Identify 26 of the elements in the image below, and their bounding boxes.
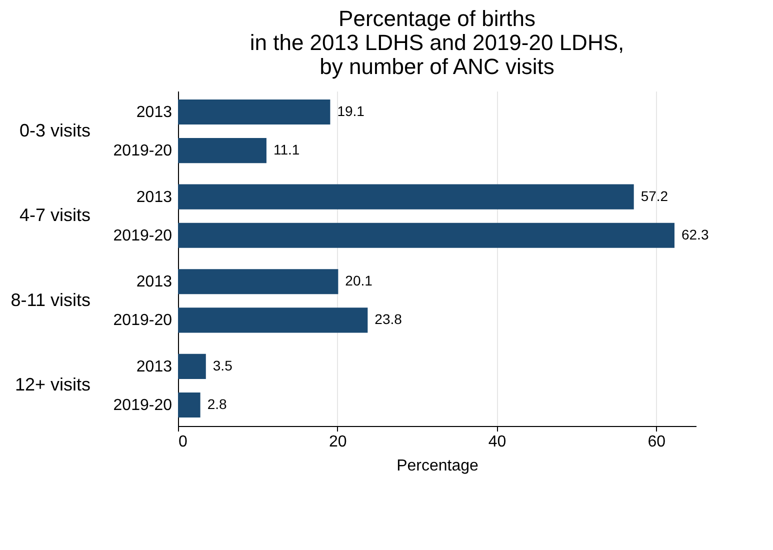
series-label: 2013 [136, 104, 172, 122]
x-axis-title: Percentage [396, 458, 479, 474]
text: 2013 [136, 274, 172, 291]
data-label: 20.1 [345, 272, 373, 289]
text: 2019-20 [113, 227, 172, 244]
data-label: 62.3 [681, 226, 709, 242]
y-tick-label: 4-7 visits [19, 205, 90, 226]
series-label: 2019-20 [113, 142, 172, 160]
chart-title: Percentage of births in the 2013 LDHS and 2019-20 LDHS, by number of ANC visits [250, 6, 624, 79]
x-tick-label: 60 [648, 434, 666, 450]
data-label: 57.2 [640, 188, 668, 204]
data-label: 23.8 [374, 311, 402, 328]
data-label: 11.1 [273, 142, 300, 158]
y-tick-label: 8-11 visits [10, 290, 90, 310]
text: 2019-20 [113, 396, 172, 414]
x-tick-label: 40 [488, 434, 506, 450]
x-tick-label: 20 [328, 434, 347, 450]
y-tick-label: 12+ visits [14, 374, 90, 395]
text: 2019-20 [113, 312, 172, 330]
y-tick-label: 0-3 visits [19, 120, 90, 140]
data-label: 19.1 [337, 103, 365, 120]
x-tick-label: 0 [178, 434, 188, 450]
data-label: 2.8 [207, 396, 227, 412]
text: 2013 [136, 358, 172, 376]
data-label: 3.5 [212, 357, 233, 374]
text: 2013 [136, 188, 172, 206]
